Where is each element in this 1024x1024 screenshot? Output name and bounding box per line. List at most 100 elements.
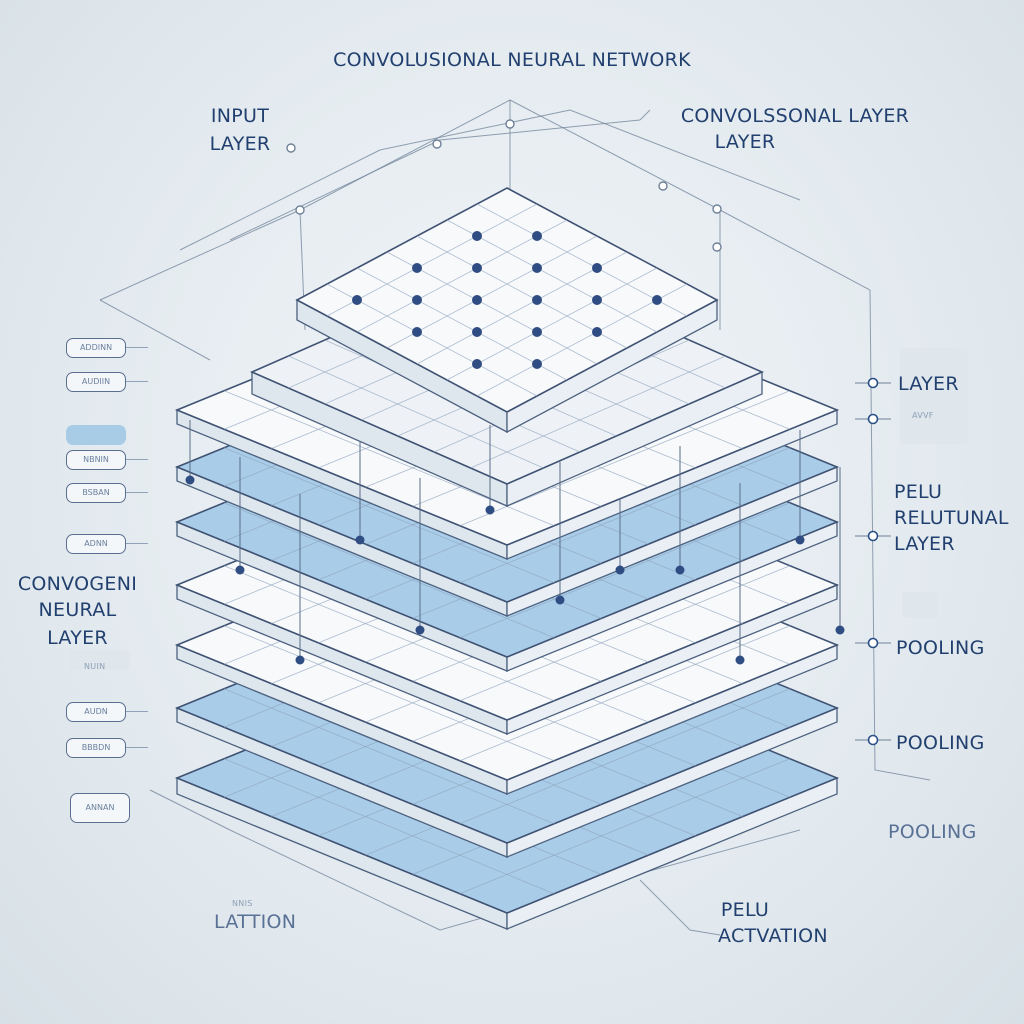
layer-2-grid-b6 [459, 688, 791, 825]
top-grid-node-2 [412, 327, 422, 337]
layer-9-grid-b6 [476, 283, 688, 397]
top-grid-node-4 [412, 295, 422, 305]
layer-4-grid-a1 [223, 565, 555, 702]
connector-node-3 [295, 655, 305, 665]
connector-node-2 [235, 565, 245, 575]
layer-4-grid-b6 [459, 565, 791, 702]
right-ghost-text: AVVF [912, 411, 934, 420]
layer-8-grid-b6 [470, 355, 726, 469]
left-label-line3: LAYER [47, 627, 108, 649]
top-grid-node-5 [472, 327, 482, 337]
layer-6-grid-b6 [459, 447, 791, 584]
wire-node-5 [712, 242, 722, 252]
top-grid-node-13 [472, 231, 482, 241]
layer-5-grid-a1 [223, 502, 555, 639]
side-tag-5: BSBAN [66, 483, 126, 503]
conv-layer-label-line2: LAYER [714, 131, 776, 153]
layer-3-grid-b6 [459, 625, 791, 762]
top-grid-node-11 [532, 295, 542, 305]
right-marker-2 [867, 413, 879, 425]
top-grid-node-16 [532, 231, 542, 241]
connector-node-4 [355, 535, 365, 545]
relu-label-line2: RELUTUNAL [894, 507, 1009, 529]
layer-9-grid-a6 [476, 203, 688, 317]
tag-connector-2 [126, 381, 148, 382]
top-grid-node-9 [532, 327, 542, 337]
left-ghost-box [70, 650, 130, 670]
layer-9-grid-b2 [356, 219, 568, 333]
right-marker-4 [867, 637, 879, 649]
wire-node-3 [658, 181, 668, 191]
diagram-title: CONVOLUSIONAL NEURAL NETWORK [333, 49, 691, 71]
tag-connector-7 [126, 747, 148, 748]
right-layer-label: LAYER [898, 373, 959, 395]
right-marker-3 [867, 530, 879, 542]
connector-node-1 [185, 475, 195, 485]
pooling-label-1: POOLING [896, 637, 985, 659]
top-grid-node-12 [592, 327, 602, 337]
layer-1-grid-a1 [223, 758, 555, 895]
top-grid-node-10 [472, 263, 482, 273]
connector-node-11 [795, 535, 805, 545]
layer-9-grid-a1 [326, 283, 538, 397]
top-grid-node-1 [352, 295, 362, 305]
left-label-line1: CONVOGENI [17, 573, 138, 595]
relu-label-line3: LAYER [894, 533, 955, 555]
pooling-label-3: POOLING [888, 821, 977, 843]
wire-node-7 [295, 205, 305, 215]
layer-9-grid-b1 [326, 203, 538, 317]
top-grid-node-18 [652, 295, 662, 305]
connector-node-6 [485, 505, 495, 515]
connector-node-7 [555, 595, 565, 605]
wire-node-6 [286, 143, 296, 153]
bottom-right-label-line2: ACTVATION [718, 925, 828, 947]
right-marker-5 [867, 734, 879, 746]
top-grid-node-6 [532, 359, 542, 369]
wire-line-8 [179, 149, 381, 251]
top-grid-node-15 [592, 295, 602, 305]
connector-node-9 [675, 565, 685, 575]
connector-node-5 [415, 625, 425, 635]
tag-connector-4 [126, 492, 148, 493]
side-tag-8: BBBDN [66, 738, 126, 758]
wire-line-9 [379, 109, 801, 201]
bottom-ghost-text: NNIS [232, 899, 253, 908]
layer-9-grid-a3 [386, 251, 598, 365]
side-tag-1: ADDINN [66, 338, 126, 358]
layer-9-grid-a5 [446, 219, 658, 333]
tag-connector-1 [126, 347, 148, 348]
bottom-left-label: LATTION [214, 911, 297, 933]
relu-label-line1: PELU [894, 481, 943, 503]
right-marker-1 [867, 377, 879, 389]
side-tag-9: ANNAN [70, 793, 130, 823]
layer-6-grid-a1 [223, 447, 555, 584]
side-tag-3 [66, 425, 126, 445]
left-ghost-text: NUIN [84, 662, 106, 671]
wire-line-2 [99, 299, 211, 361]
top-grid-node-17 [592, 263, 602, 273]
conv-layer-label-line1: CONVOLSSONAL LAYER [680, 105, 910, 127]
layer-1-grid-b6 [459, 758, 791, 895]
top-grid-node-8 [472, 295, 482, 305]
tag-connector-5 [126, 543, 148, 544]
layer-2-grid-a1 [223, 688, 555, 825]
top-grid-node-3 [472, 359, 482, 369]
left-label-line2: NEURAL [38, 599, 117, 621]
pooling-label-2: POOLING [896, 732, 985, 754]
bottom-right-label-line1: PELU [720, 899, 770, 921]
layer-9-grid-a2 [356, 267, 568, 381]
side-tag-2: AUDIIN [66, 372, 126, 392]
wire-node-2 [432, 139, 442, 149]
layer-5-grid-b6 [459, 502, 791, 639]
tag-connector-6 [126, 711, 148, 712]
wire-line-7 [639, 109, 651, 121]
layer-9-grid-b4 [416, 251, 628, 365]
input-layer-label-line1: INPUT [210, 105, 270, 127]
layer-9-grid-b3 [386, 235, 598, 349]
connector-node-8 [615, 565, 625, 575]
side-tag-7: AUDN [66, 702, 126, 722]
right-ghost-box [900, 348, 968, 444]
layer-9-top [295, 187, 719, 413]
connector-node-10 [735, 655, 745, 665]
side-tag-4: NBNIN [66, 450, 126, 470]
